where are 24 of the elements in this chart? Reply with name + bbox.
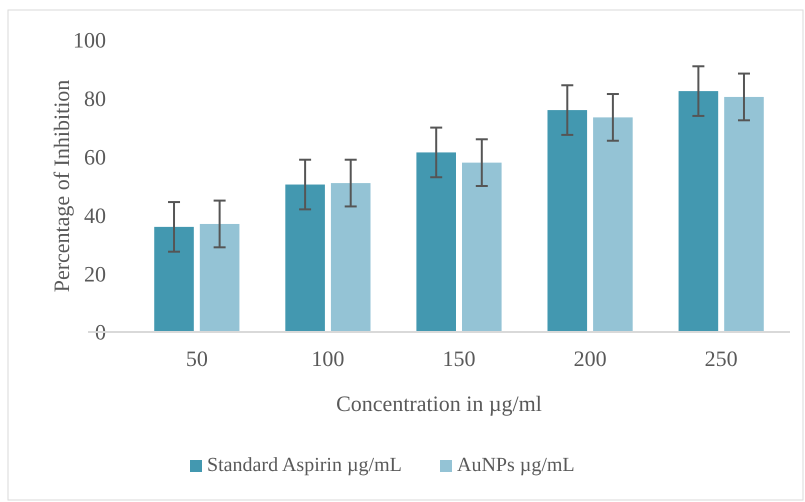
legend-label: AuNPs µg/mL (457, 454, 575, 476)
x-tick-label: 50 (186, 346, 208, 371)
x-tick-label: 100 (311, 346, 344, 371)
x-tick-label: 150 (442, 346, 476, 371)
y-tick-label: 100 (73, 28, 106, 53)
legend-label: Standard Aspirin µg/mL (207, 454, 402, 476)
bar (462, 162, 502, 332)
bar (678, 91, 718, 332)
bar (154, 226, 194, 332)
y-tick-label: 80 (84, 86, 106, 112)
x-tick-label: 250 (704, 346, 738, 371)
y-tick-label: 40 (84, 202, 106, 228)
bar (593, 117, 633, 332)
bar (724, 96, 764, 332)
bar (416, 152, 456, 332)
y-tick-label: 20 (84, 261, 106, 286)
bar (285, 184, 325, 332)
y-tick-label: 60 (84, 144, 106, 170)
bar (547, 110, 588, 332)
bar (200, 224, 240, 332)
bar (330, 183, 371, 332)
x-tick-label: 200 (574, 346, 607, 371)
y-axis-title: Percentage of Inhibition (49, 80, 74, 292)
x-axis-title: Concentration in µg/ml (336, 391, 542, 416)
